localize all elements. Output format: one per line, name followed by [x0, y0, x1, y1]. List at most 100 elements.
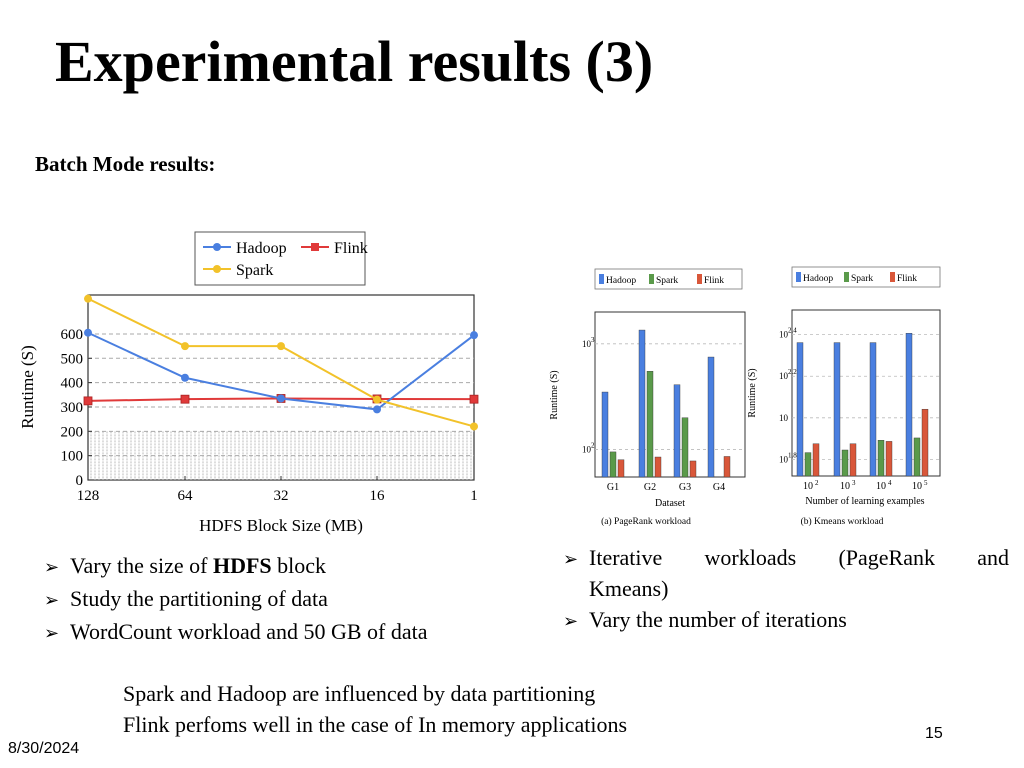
bar-spark: [877, 440, 885, 477]
section-subtitle: Batch Mode results:: [35, 152, 216, 176]
ytick-exponent: 1.8: [788, 451, 797, 459]
xtick-exponent: 2: [815, 479, 819, 487]
xtick-label: 10: [912, 481, 922, 492]
legend-marker-hadoop: [213, 243, 221, 251]
kmeans-legend: [791, 266, 941, 288]
xtick-label: 128: [77, 488, 100, 504]
legend-swatch-flink: [697, 274, 702, 284]
line-chart-xlabel: HDFS Block Size (MB): [199, 516, 363, 535]
line-chart-hdfs-block-size: Hadoop Flink Spark 0 100 200 300 400 500 600 128…: [18, 231, 479, 535]
xtick-label: G4: [713, 482, 725, 493]
ytick-exponent: 3: [591, 336, 595, 344]
bullet-text: Iterative workloads (PageRank and Kmeans…: [589, 545, 1009, 601]
ytick-label: 10: [582, 445, 592, 455]
conclusion-text: Spark and Hadoop are influenced by data …: [123, 678, 627, 740]
arrow-bullet-icon: ➢: [563, 549, 579, 569]
data-point-spark: [84, 294, 92, 303]
xtick-label: 10: [803, 481, 813, 492]
xtick-label: 64: [178, 488, 194, 504]
data-point-spark: [181, 342, 189, 351]
line-chart-ylabel: Runtime (S): [18, 345, 37, 429]
ytick-label: 10: [779, 330, 789, 340]
kmeans-ylabel: Runtime (S): [747, 368, 758, 417]
bar-hadoop: [869, 342, 877, 477]
bar-spark: [609, 451, 617, 478]
xtick-label: 10: [876, 481, 886, 492]
data-point-flink: [180, 394, 190, 404]
data-point-flink: [469, 394, 479, 404]
data-point-flink: [83, 396, 93, 406]
data-point-hadoop: [277, 394, 285, 403]
list-item: ➢ WordCount workload and 50 GB of data: [44, 616, 428, 649]
arrow-bullet-icon: ➢: [44, 590, 60, 610]
legend-label-spark: Spark: [851, 274, 873, 284]
ytick-label: 300: [61, 400, 84, 416]
legend-swatch-spark: [649, 274, 654, 284]
legend-swatch-flink: [890, 272, 895, 282]
conclusion-line: Flink perfoms well in the case of In mem…: [123, 712, 628, 737]
bar-hadoop: [905, 333, 913, 477]
footer-date: 8/30/2024: [8, 740, 80, 757]
bar-spark: [841, 449, 849, 477]
data-point-hadoop: [373, 405, 381, 414]
legend-swatch-spark: [844, 272, 849, 282]
bar-flink: [654, 456, 662, 478]
bar-hadoop: [833, 342, 841, 477]
bar-flink: [885, 441, 893, 477]
pagerank-plot-area: [594, 311, 746, 478]
bar-spark: [913, 437, 921, 477]
data-point-spark: [277, 342, 285, 351]
legend-label-hadoop: Hadoop: [606, 276, 636, 286]
xtick-exponent: 3: [852, 479, 856, 487]
bar-flink: [812, 443, 820, 477]
kmeans-xlabel: Number of learning examples: [805, 496, 924, 507]
ytick-label: 600: [61, 327, 84, 343]
ytick-label: 400: [61, 376, 84, 392]
list-item: ➢ Iterative workloads (PageRank and Kmea…: [563, 542, 1015, 604]
pagerank-xlabel: Dataset: [655, 498, 685, 509]
ytick-label: 10: [779, 454, 789, 464]
legend-label-hadoop: Hadoop: [236, 240, 287, 257]
bar-flink: [723, 456, 731, 478]
legend-label-flink: Flink: [897, 274, 917, 284]
bar-flink: [689, 460, 697, 478]
ytick-exponent: 2.4: [788, 327, 797, 335]
bar-spark: [804, 452, 812, 477]
ytick-label: 200: [61, 424, 84, 440]
kmeans-caption: (b) Kmeans workload: [801, 516, 884, 527]
data-point-hadoop: [84, 328, 92, 337]
xtick-label: 1: [470, 488, 478, 504]
conclusion-line: Spark and Hadoop are influenced by data …: [123, 681, 596, 706]
legend-swatch-hadoop: [796, 272, 801, 282]
pagerank-legend: [594, 268, 743, 290]
data-point-hadoop: [181, 373, 189, 382]
xtick-label: G3: [679, 482, 691, 493]
bar-hadoop: [601, 391, 609, 478]
arrow-bullet-icon: ➢: [44, 557, 60, 577]
bullet-text: WordCount workload and 50 GB of data: [70, 619, 428, 644]
xtick-label: 16: [370, 488, 386, 504]
bar-flink: [921, 408, 929, 477]
xtick-label: G2: [644, 482, 656, 493]
bar-spark: [681, 417, 689, 478]
legend-label-spark: Spark: [236, 262, 273, 279]
xtick-exponent: 4: [888, 479, 892, 487]
slide-title: Experimental results (3): [55, 29, 654, 94]
line-chart-plot-area: [87, 294, 475, 481]
ytick-label: 0: [76, 473, 84, 489]
arrow-bullet-icon: ➢: [44, 623, 60, 643]
arrow-bullet-icon: ➢: [563, 611, 579, 631]
bar-hadoop: [638, 329, 646, 478]
bar-flink: [849, 443, 857, 477]
ytick-label: 10: [779, 413, 789, 423]
bullet-text: Vary the size of HDFS block: [70, 553, 327, 578]
list-item: ➢ Vary the number of iterations: [563, 604, 1015, 637]
xtick-label: G1: [607, 482, 619, 493]
bar-hadoop: [707, 356, 715, 478]
ytick-label: 100: [61, 449, 84, 465]
ytick-label: 10: [582, 339, 592, 349]
line-chart-legend: [194, 231, 366, 286]
bullet-text: Study the partitioning of data: [70, 586, 328, 611]
left-bullet-list: ➢ Vary the size of HDFS block ➢ Study th…: [44, 550, 428, 649]
list-item: ➢ Study the partitioning of data: [44, 583, 428, 616]
